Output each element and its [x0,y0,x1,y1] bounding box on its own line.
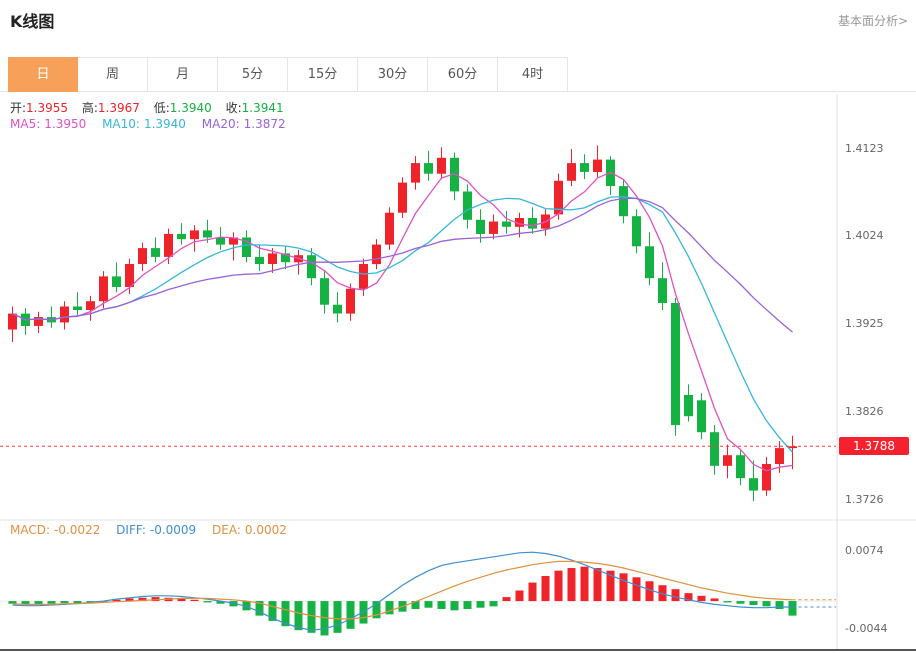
high-value: 1.3967 [97,101,140,115]
low-value: 1.3940 [169,101,212,115]
ma10-label: MA10: [102,117,140,131]
price-axis-label: 1.3925 [845,317,884,330]
price-axis-label: 1.4024 [845,229,884,242]
macd-value: -0.0022 [54,523,101,537]
ma5-value: 1.3950 [44,117,87,131]
period-tabbar: 日周月 5分 15分 30分 60分 4时 [8,57,568,92]
ohlc-readout: 开:1.3955 高:1.3967 低:1.3940 收:1.3941 [10,99,294,116]
ma20-label: MA20: [201,117,240,131]
current-price-badge: 1.3788 [839,437,909,455]
dea-value: 0.0002 [244,523,287,537]
page-title: K线图 [10,12,55,31]
period-tab-3[interactable]: 5分 [218,57,288,92]
diff-value: -0.0009 [149,523,197,537]
open-value: 1.3955 [26,101,69,115]
bottom-border [0,649,916,651]
period-tab-2[interactable]: 月 [148,57,218,92]
dea-label: DEA: [212,523,241,537]
fundamental-analysis-link[interactable]: 基本面分析> [837,14,908,28]
ma-readout: MA5: 1.3950 MA10: 1.3940 MA20: 1.3872 [10,117,286,131]
period-tab-0[interactable]: 日 [8,57,78,92]
period-tab-4[interactable]: 15分 [288,57,358,92]
diff-label: DIFF: [116,523,146,537]
period-tab-6[interactable]: 60分 [428,57,498,92]
period-tab-7[interactable]: 4时 [498,57,568,92]
ma5-label: MA5: [10,117,41,131]
macd-readout: MACD: -0.0022 DIFF: -0.0009 DEA: 0.0002 [10,523,299,537]
macd-label: MACD: [10,523,51,537]
price-axis-label: 1.3826 [845,405,884,418]
period-tab-1[interactable]: 周 [78,57,148,92]
price-axis-label: 0.0074 [845,544,884,557]
close-label: 收: [225,101,242,115]
price-axis-label: 1.3726 [845,493,884,506]
price-axis-label: 1.4123 [845,142,884,155]
price-axis-label: -0.0044 [845,622,888,635]
period-tab-5[interactable]: 30分 [358,57,428,92]
kline-chart[interactable] [0,95,916,653]
high-label: 高: [81,101,98,115]
ma20-value: 1.3872 [243,117,286,131]
close-value: 1.3941 [241,101,284,115]
open-label: 开: [10,101,27,115]
ma10-value: 1.3940 [143,117,186,131]
low-label: 低: [153,101,170,115]
